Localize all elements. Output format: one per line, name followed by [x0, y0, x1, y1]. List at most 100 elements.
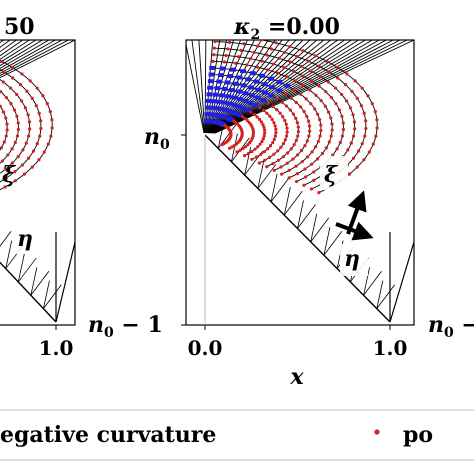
negative-curvature-mark — [209, 105, 216, 110]
negative-curvature-mark — [237, 97, 244, 102]
negative-curvature-mark — [248, 93, 255, 98]
positive-curvature-point — [294, 179, 299, 184]
positive-curvature-point — [353, 127, 357, 131]
positive-curvature-point — [15, 92, 19, 97]
positive-curvature-point — [330, 122, 334, 126]
negative-curvature-mark — [229, 88, 236, 93]
positive-curvature-point — [295, 153, 300, 157]
positive-curvature-point — [331, 153, 335, 157]
mesh-ray-line — [0, 40, 50, 69]
mesh-hatch-line — [323, 227, 331, 256]
positive-curvature-point — [48, 110, 52, 114]
positive-curvature-point — [346, 148, 350, 152]
negative-curvature-mark — [209, 65, 216, 70]
positive-curvature-point — [38, 134, 42, 138]
negative-curvature-mark — [208, 72, 215, 77]
positive-curvature-point — [265, 111, 269, 115]
negative-curvature-mark — [260, 98, 267, 103]
positive-curvature-point — [294, 164, 298, 168]
legend-frame — [0, 409, 474, 461]
negative-curvature-mark — [268, 93, 275, 98]
mesh-ray-line — [215, 40, 414, 134]
negative-curvature-mark — [242, 91, 249, 96]
mesh-hatch-line — [43, 284, 62, 309]
positive-curvature-point — [271, 104, 275, 108]
positive-curvature-point — [281, 155, 285, 159]
mesh-ray-line — [204, 40, 207, 134]
positive-curvature-point — [304, 97, 308, 101]
right-eta-label: η — [344, 246, 360, 272]
positive-curvature-point — [10, 161, 14, 165]
positive-curvature-point — [20, 163, 24, 167]
positive-curvature-point — [242, 42, 246, 46]
negative-curvature-mark — [244, 108, 251, 113]
positive-curvature-point — [288, 108, 292, 112]
positive-curvature-point — [271, 162, 275, 166]
negative-curvature-mark — [262, 90, 269, 95]
negative-curvature-mark — [269, 85, 276, 90]
positive-curvature-point — [289, 96, 293, 100]
positive-curvature-point — [252, 112, 256, 117]
positive-curvature-point — [12, 108, 17, 112]
negative-curvature-mark — [216, 79, 223, 84]
mesh-ray-line — [207, 40, 262, 134]
positive-curvature-point — [306, 119, 311, 123]
positive-curvature-point — [307, 124, 312, 128]
negative-curvature-mark — [207, 85, 214, 90]
left-panel: 50 1.0 n0 − 1 ξ η — [0, 14, 163, 360]
positive-curvature-point — [212, 46, 216, 50]
positive-curvature-point — [355, 165, 359, 169]
negative-curvature-mark — [276, 88, 283, 93]
positive-curvature-point — [28, 79, 32, 83]
mesh-hatch-line — [297, 200, 304, 229]
positive-curvature-point — [241, 146, 245, 151]
positive-curvature-point — [314, 93, 318, 97]
positive-curvature-point — [42, 150, 46, 154]
positive-curvature-point — [300, 160, 304, 164]
positive-curvature-point — [265, 53, 269, 57]
negative-curvature-mark — [231, 102, 238, 107]
positive-curvature-point — [338, 140, 342, 145]
positive-curvature-point — [318, 117, 322, 122]
positive-curvature-point — [284, 122, 288, 126]
positive-curvature-point — [274, 41, 278, 45]
positive-curvature-point — [212, 53, 216, 57]
positive-curvature-point — [0, 146, 3, 150]
positive-curvature-point — [345, 72, 349, 76]
positive-curvature-point — [325, 59, 329, 63]
positive-curvature-point — [8, 86, 13, 90]
positive-curvature-point — [13, 170, 17, 174]
mesh-hatch-line — [297, 204, 316, 229]
positive-curvature-point — [256, 44, 260, 48]
positive-curvature-point — [279, 165, 283, 169]
positive-curvature-point — [266, 147, 270, 151]
positive-curvature-point — [308, 88, 312, 92]
positive-curvature-point — [285, 130, 289, 134]
positive-curvature-point — [50, 118, 54, 122]
positive-curvature-point — [283, 138, 287, 142]
positive-curvature-point — [294, 100, 298, 105]
positive-curvature-point — [50, 126, 54, 130]
positive-curvature-point — [4, 176, 9, 180]
right-plot-frame — [185, 39, 415, 326]
positive-curvature-point — [275, 97, 279, 101]
positive-curvature-point — [316, 139, 320, 144]
positive-curvature-point — [273, 124, 277, 128]
negative-curvature-mark — [207, 112, 214, 117]
negative-curvature-mark — [232, 81, 239, 86]
positive-curvature-point — [243, 116, 247, 121]
positive-curvature-point — [347, 172, 351, 176]
positive-curvature-point — [348, 106, 353, 110]
positive-curvature-point — [309, 69, 313, 73]
positive-curvature-point — [266, 68, 270, 72]
negative-curvature-mark — [242, 98, 249, 103]
positive-curvature-point — [245, 118, 249, 123]
positive-curvature-point — [26, 134, 31, 138]
positive-curvature-point — [255, 65, 260, 69]
positive-curvature-point — [222, 60, 227, 64]
positive-curvature-point — [313, 107, 317, 111]
positive-curvature-point — [250, 149, 254, 154]
positive-curvature-point — [294, 138, 298, 142]
positive-curvature-point — [301, 83, 305, 87]
